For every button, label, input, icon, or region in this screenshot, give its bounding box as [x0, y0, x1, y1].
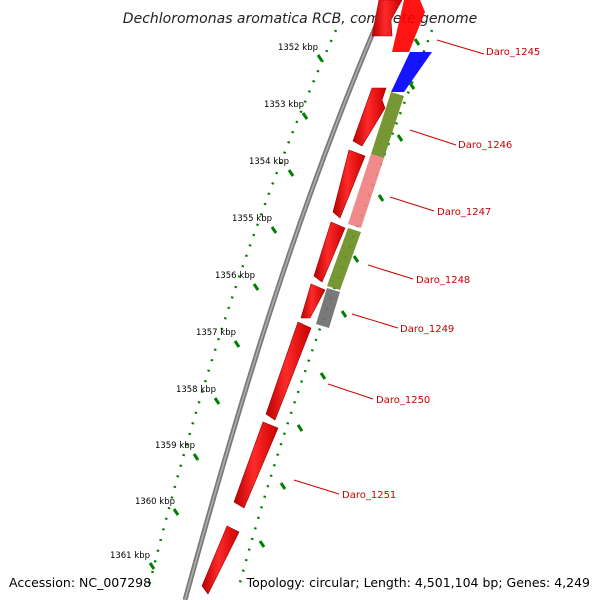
track-tick-mark	[396, 134, 404, 142]
ruler-tick-mark	[252, 283, 260, 291]
gene-label-leader	[436, 39, 485, 55]
track-outer-dots	[236, 29, 434, 591]
track-tick-mark	[319, 372, 327, 380]
gene-arrow-forward	[313, 221, 346, 283]
track-tick-mark	[279, 482, 287, 490]
ruler-tick-mark	[148, 562, 156, 570]
gene-label-leader	[367, 264, 414, 280]
ruler-tick-mark	[192, 453, 200, 461]
gene-arrow-forward	[201, 525, 240, 595]
ruler-tick-label: 1352 kbp	[278, 43, 318, 53]
gene-label: Daro_1246	[458, 140, 512, 151]
ruler-tick-label: 1357 kbp	[196, 328, 236, 338]
ruler-tick-label: 1360 kbp	[135, 497, 175, 507]
track-tick-mark	[296, 424, 304, 432]
ruler-tick-mark	[316, 54, 324, 62]
gene-segment-reverse	[348, 154, 384, 228]
gene-label: Daro_1250	[376, 395, 430, 406]
track-tick-mark	[352, 255, 360, 263]
gene-label: Daro_1251	[342, 490, 396, 501]
genome-summary-text: Topology: circular; Length: 4,501,104 bp…	[246, 575, 590, 590]
gene-arrow-forward	[300, 283, 326, 319]
ruler-tick-label: 1355 kbp	[232, 214, 272, 224]
gene-arrow-forward	[233, 421, 279, 509]
ruler-tick-label: 1356 kbp	[215, 271, 255, 281]
ruler-inner-dots	[146, 29, 338, 591]
gene-label-leader	[327, 383, 374, 400]
gene-label-leader	[351, 313, 399, 329]
gene-label: Daro_1249	[400, 324, 454, 335]
gene-label-leader	[293, 479, 340, 495]
ruler-tick-label: 1361 kbp	[110, 551, 150, 561]
gene-segment-reverse	[371, 92, 404, 158]
track-tick-mark	[408, 82, 416, 90]
gene-arrow-forward	[332, 149, 366, 219]
track-tick-mark	[377, 194, 385, 202]
ruler-tick-label: 1354 kbp	[249, 157, 289, 167]
gene-labels: Daro_1245 Daro_1246 Daro_1247 Daro_1248 Daro…	[293, 39, 540, 501]
track-tick-mark	[258, 540, 266, 548]
gene-segment-reverse	[316, 288, 340, 328]
forward-strand-genes	[201, 0, 403, 595]
gene-arrow-forward	[352, 87, 387, 147]
gene-label-leader	[409, 129, 457, 146]
ruler-tick-label: 1359 kbp	[155, 441, 195, 451]
ruler-tick-mark	[233, 340, 241, 348]
ruler-tick-mark	[172, 508, 180, 516]
gene-arrow-forward	[371, 0, 403, 37]
ruler-ticks: 1352 kbp 1353 kbp 1354 kbp 1355 kbp 1356 kbp…	[110, 43, 324, 570]
gene-label-leader	[389, 196, 435, 212]
reverse-strand-genes	[258, 0, 432, 548]
ruler-tick-mark	[287, 169, 295, 177]
gene-segment-reverse	[327, 228, 361, 290]
gene-arrow-forward	[265, 321, 312, 421]
gene-label: Daro_1248	[416, 275, 470, 286]
ruler-tick-mark	[213, 397, 221, 405]
gene-segment-reverse	[391, 52, 432, 92]
ruler-tick-mark	[270, 226, 278, 234]
gene-label: Daro_1247	[437, 207, 491, 218]
genome-backbone	[182, 0, 390, 600]
accession-text: Accession: NC_007298	[9, 575, 151, 590]
gene-label: Daro_1245	[486, 47, 540, 58]
ruler-tick-label: 1358 kbp	[176, 385, 216, 395]
track-tick-mark	[413, 38, 421, 46]
ruler-tick-mark	[301, 112, 309, 120]
gene-segment-reverse	[392, 0, 425, 52]
track-tick-mark	[340, 310, 348, 318]
ruler-tick-label: 1353 kbp	[264, 100, 304, 110]
